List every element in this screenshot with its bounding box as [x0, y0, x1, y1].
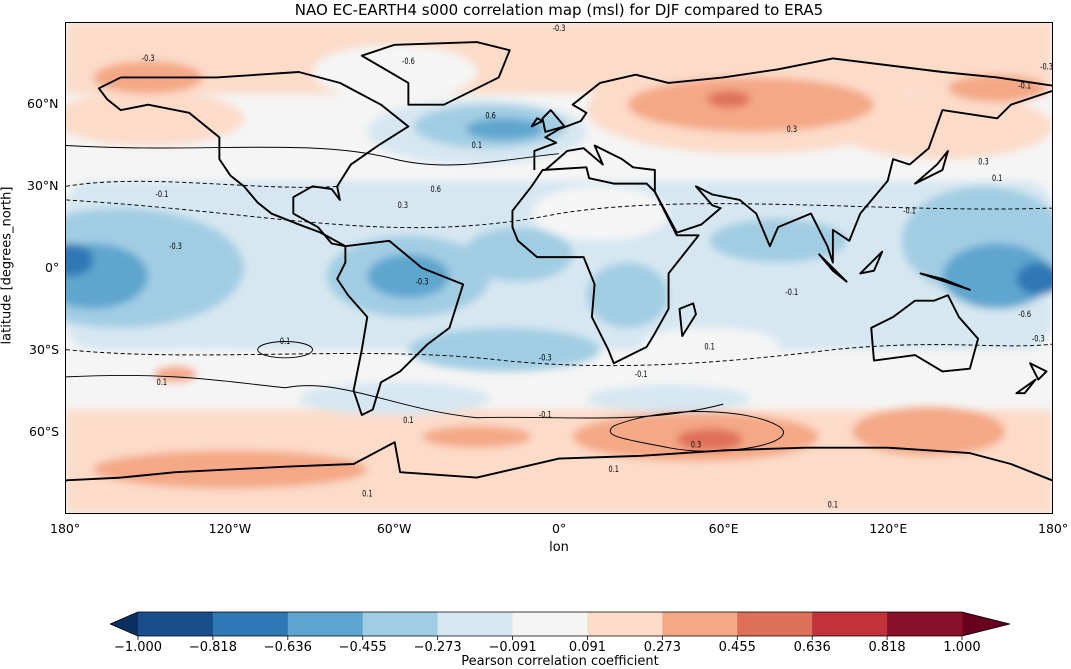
contour-label: -0.1 — [1018, 80, 1031, 90]
colorbar-tick-label: −0.091 — [488, 640, 537, 655]
contour-label: -0.3 — [416, 276, 429, 286]
contour-label: -0.3 — [142, 53, 155, 63]
contour-label: 0.6 — [485, 110, 496, 120]
y-axis-label: latitude [degrees_north] — [0, 186, 15, 345]
australia-coast — [870, 294, 980, 373]
greenland-coast — [360, 41, 511, 106]
contour-label: 0.1 — [362, 489, 373, 499]
contour-label: 0.3 — [787, 124, 798, 134]
contour-labels: -0.3-0.3 -0.60.60.10.60.3-0.1-0.3-0.30.10… — [142, 23, 1053, 510]
colorbar-tick-label: −0.818 — [188, 640, 237, 655]
contour-label: 0.1 — [280, 336, 291, 346]
y-tick-label: 30°S — [29, 342, 60, 357]
contour-label: 0.1 — [704, 342, 715, 352]
y-tick-label: 60°N — [27, 96, 59, 111]
colorbar-tick-label: −0.636 — [263, 640, 312, 655]
colorbar — [110, 611, 1010, 640]
eurasia-coast — [533, 57, 1052, 264]
contour-label: -0.6 — [402, 56, 415, 66]
indonesia-coast — [818, 250, 971, 291]
y-tick-label: 60°S — [29, 424, 60, 439]
contour-label: -0.3 — [553, 23, 566, 33]
contour-label: 0.1 — [828, 500, 839, 510]
colorbar-tick-label: 0.818 — [868, 640, 906, 655]
colorbar-swatch — [212, 612, 289, 636]
contour-label: 0.1 — [403, 415, 414, 425]
x-tick-label: 120°W — [208, 521, 252, 536]
colorbar-swatch — [812, 612, 888, 636]
colorbar-tick-label: 0.273 — [643, 640, 681, 655]
colorbar-swatch — [437, 612, 514, 636]
colorbar-tick-label: −0.273 — [413, 640, 462, 655]
x-tick-label: 180° — [50, 521, 81, 536]
colorbar-tick-label: −0.455 — [338, 640, 387, 655]
contour-label: -0.3 — [539, 353, 552, 363]
colorbar-tick-label: 0.455 — [718, 640, 756, 655]
coastlines — [66, 41, 1052, 482]
contour-label: 0.3 — [978, 157, 989, 167]
correlation-field — [66, 23, 1052, 513]
contour-label: -0.1 — [903, 206, 916, 216]
x-tick-label: 0° — [552, 521, 567, 536]
y-tick-label: 30°N — [27, 178, 59, 193]
contour-label: -0.1 — [155, 189, 168, 199]
contour-label: -0.1 — [635, 369, 648, 379]
contour-label: -0.3 — [169, 241, 182, 251]
x-tick-label: 180° — [1038, 521, 1069, 536]
y-tick-label: 0° — [45, 260, 60, 275]
antarctica-coast — [66, 441, 1052, 482]
contour-label: 0.1 — [992, 173, 1003, 183]
colorbar-swatch — [662, 612, 738, 636]
colorbar-tick-label: 0.636 — [793, 640, 831, 655]
madagascar-coast — [678, 302, 697, 338]
colorbar-swatch — [138, 612, 214, 636]
plot-title: NAO EC-EARTH4 s000 correlation map (msl)… — [294, 1, 824, 19]
colorbar-swatch — [512, 612, 588, 636]
colorbar-tick-label: −1.000 — [113, 640, 163, 655]
british-isles-coast — [530, 109, 566, 133]
colorbar-swatch — [737, 612, 813, 636]
x-tick-label: 60°W — [376, 521, 412, 536]
x-axis-label: lon — [549, 540, 569, 555]
contour-label: 0.3 — [691, 440, 702, 450]
contour-label: -0.1 — [539, 410, 552, 420]
colorbar-swatch — [362, 612, 439, 636]
new-zealand-coast — [1015, 362, 1048, 395]
x-tick-label: 60°E — [708, 521, 739, 536]
south-america-coast — [336, 239, 465, 416]
north-america-coast — [97, 71, 410, 248]
contour-label: -0.6 — [1018, 309, 1031, 319]
colorbar-label: Pearson correlation coefficient — [461, 654, 659, 669]
contour-label: 0.1 — [157, 377, 168, 387]
contour-label: -0.3 — [1032, 334, 1045, 344]
colorbar-under-extension — [110, 612, 138, 636]
contour-label: 0.3 — [398, 200, 409, 210]
contour-label: 0.1 — [472, 140, 483, 150]
contour-label: -0.3 — [1040, 61, 1053, 71]
colorbar-swatch — [587, 612, 663, 636]
africa-coast — [511, 166, 700, 365]
x-tick-label: 120°E — [869, 521, 908, 536]
colorbar-over-extension — [962, 612, 1010, 636]
colorbar-tick-label: 0.091 — [568, 640, 607, 655]
colorbar-swatch — [887, 612, 963, 636]
japan-coast — [914, 149, 949, 185]
colorbar-swatch — [287, 612, 364, 636]
contour-label: 0.6 — [431, 184, 442, 194]
contour-label: -0.1 — [785, 287, 798, 297]
correlation-map: -0.3-0.3 -0.60.60.10.60.3-0.1-0.3-0.30.10… — [65, 22, 1053, 514]
colorbar-tick-label: 1.000 — [943, 640, 981, 655]
contour-label: 0.1 — [609, 464, 620, 474]
